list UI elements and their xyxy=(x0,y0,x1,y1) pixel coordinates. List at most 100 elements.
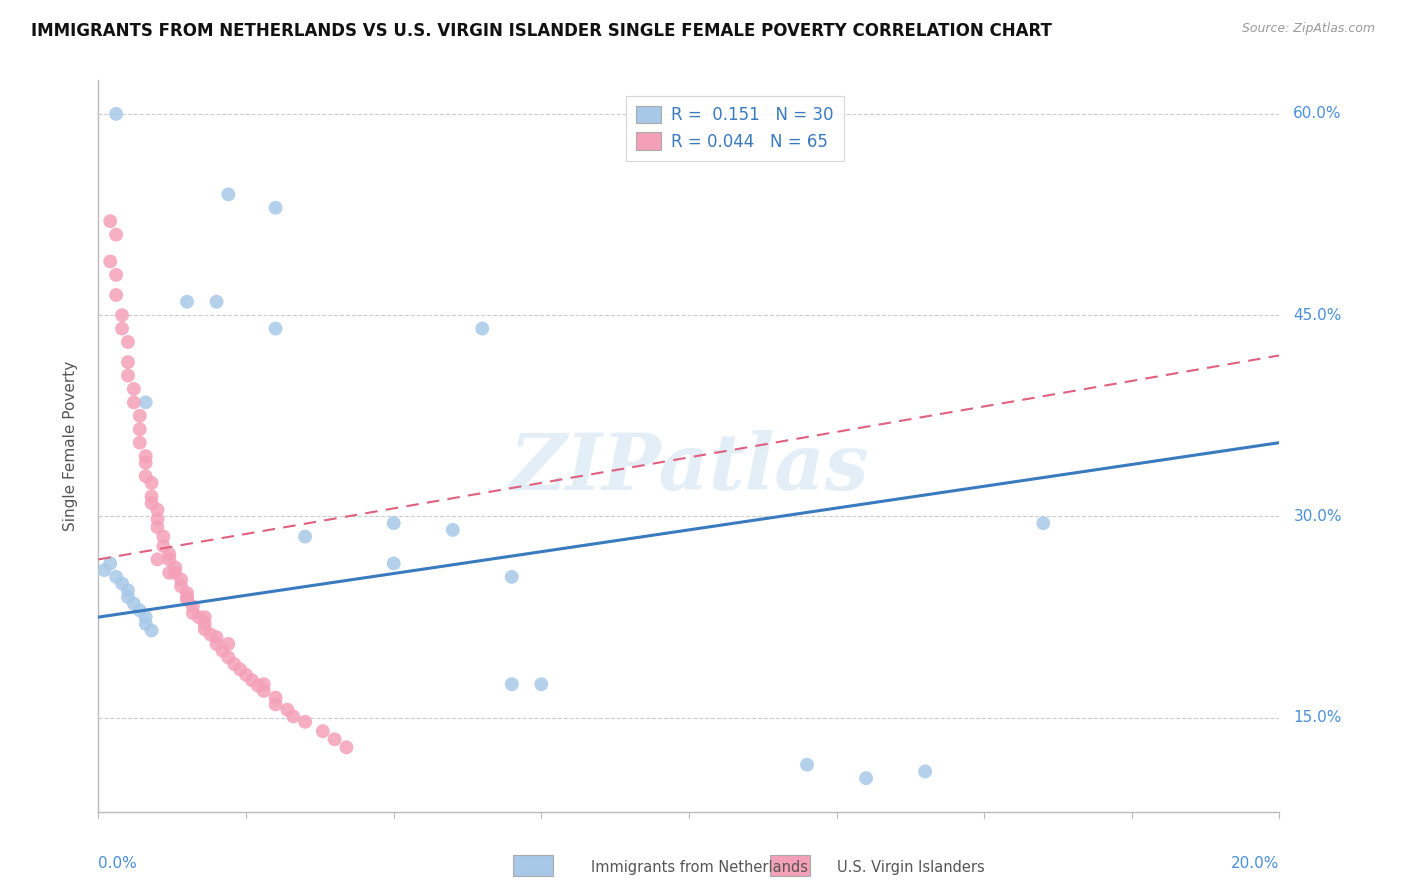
Point xyxy=(117,334,139,349)
Point xyxy=(152,539,174,553)
Point xyxy=(224,657,246,671)
Point xyxy=(235,668,257,682)
Point xyxy=(294,714,316,729)
Point xyxy=(135,395,157,409)
Point xyxy=(205,294,228,309)
Point xyxy=(157,552,180,566)
Point xyxy=(135,616,157,631)
Point xyxy=(146,512,169,526)
Point xyxy=(98,557,121,571)
Point xyxy=(135,456,157,470)
Point xyxy=(141,624,163,638)
Point xyxy=(796,757,818,772)
Point xyxy=(276,703,298,717)
Point xyxy=(128,603,150,617)
Point xyxy=(122,382,145,396)
Point xyxy=(105,227,128,242)
Point xyxy=(165,566,187,580)
Point xyxy=(323,732,346,747)
Point xyxy=(471,321,494,335)
Point xyxy=(181,599,204,614)
Point xyxy=(135,469,157,483)
Point xyxy=(135,449,157,463)
Point xyxy=(141,475,163,490)
Point xyxy=(530,677,553,691)
Point xyxy=(264,690,287,705)
Text: 0.0%: 0.0% xyxy=(98,855,138,871)
Point xyxy=(264,321,287,335)
Point xyxy=(246,679,269,693)
Point xyxy=(501,570,523,584)
Point xyxy=(141,496,163,510)
Point xyxy=(141,489,163,503)
Point xyxy=(194,610,217,624)
Point xyxy=(382,557,405,571)
Point xyxy=(93,563,115,577)
Point xyxy=(441,523,464,537)
Text: 30.0%: 30.0% xyxy=(1294,509,1341,524)
Y-axis label: Single Female Poverty: Single Female Poverty xyxy=(63,361,77,531)
Point xyxy=(855,771,877,785)
Point xyxy=(170,573,193,587)
Point xyxy=(170,579,193,593)
Point xyxy=(194,616,217,631)
Point xyxy=(194,622,217,636)
Legend: R =  0.151   N = 30, R = 0.044   N = 65: R = 0.151 N = 30, R = 0.044 N = 65 xyxy=(627,96,844,161)
Point xyxy=(217,187,239,202)
Text: Source: ZipAtlas.com: Source: ZipAtlas.com xyxy=(1241,22,1375,36)
Point xyxy=(157,547,180,561)
Point xyxy=(122,395,145,409)
Point xyxy=(914,764,936,779)
Point xyxy=(105,107,128,121)
Text: 60.0%: 60.0% xyxy=(1294,106,1341,121)
Point xyxy=(105,288,128,302)
Point xyxy=(253,684,276,698)
Point xyxy=(264,201,287,215)
Point xyxy=(501,677,523,691)
Point xyxy=(117,590,139,604)
Point xyxy=(253,677,276,691)
Text: 20.0%: 20.0% xyxy=(1232,855,1279,871)
Point xyxy=(117,583,139,598)
Point xyxy=(165,560,187,574)
Point xyxy=(181,606,204,620)
Point xyxy=(1032,516,1054,531)
Point xyxy=(176,586,198,600)
Point xyxy=(117,368,139,383)
Point xyxy=(176,590,198,604)
Point xyxy=(200,627,222,641)
Point xyxy=(98,214,121,228)
Point xyxy=(335,740,357,755)
Point xyxy=(146,552,169,566)
Point xyxy=(128,422,150,436)
Point xyxy=(105,570,128,584)
Point xyxy=(211,643,233,657)
Text: IMMIGRANTS FROM NETHERLANDS VS U.S. VIRGIN ISLANDER SINGLE FEMALE POVERTY CORREL: IMMIGRANTS FROM NETHERLANDS VS U.S. VIRG… xyxy=(31,22,1052,40)
Point xyxy=(157,566,180,580)
Point xyxy=(152,530,174,544)
Point xyxy=(146,502,169,516)
Point xyxy=(128,435,150,450)
Point xyxy=(176,592,198,607)
Point xyxy=(217,650,239,665)
Point xyxy=(229,663,252,677)
Text: Immigrants from Netherlands: Immigrants from Netherlands xyxy=(591,860,807,874)
Point xyxy=(105,268,128,282)
Point xyxy=(382,516,405,531)
Point xyxy=(146,520,169,534)
Point xyxy=(294,530,316,544)
Text: U.S. Virgin Islanders: U.S. Virgin Islanders xyxy=(837,860,984,874)
Point xyxy=(111,576,134,591)
Point xyxy=(98,254,121,268)
Point xyxy=(117,355,139,369)
Point xyxy=(205,637,228,651)
Text: ZIPatlas: ZIPatlas xyxy=(509,430,869,506)
Point xyxy=(205,630,228,644)
Point xyxy=(176,294,198,309)
Point xyxy=(122,597,145,611)
Text: 15.0%: 15.0% xyxy=(1294,710,1341,725)
Point xyxy=(111,321,134,335)
Point xyxy=(240,673,263,688)
Point xyxy=(111,308,134,322)
Point xyxy=(217,637,239,651)
